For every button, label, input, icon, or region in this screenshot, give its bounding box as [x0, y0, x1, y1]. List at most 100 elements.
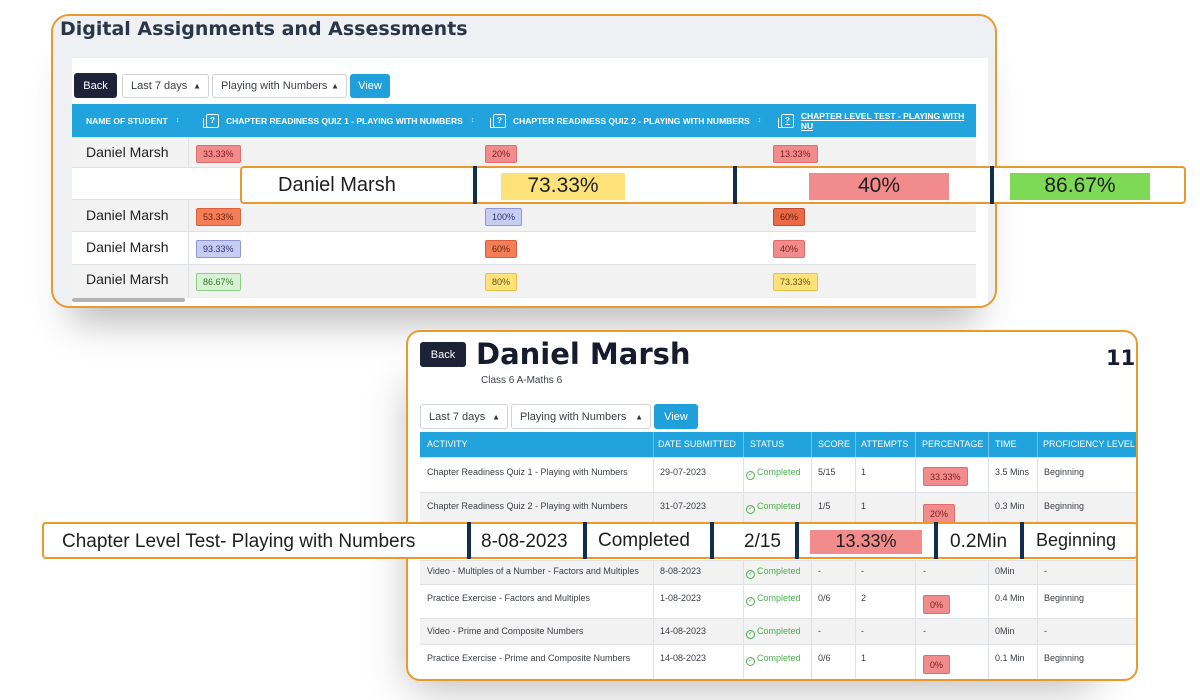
quiz-icon: ?: [778, 113, 794, 128]
column-header-activity[interactable]: ACTIVITY: [427, 439, 468, 449]
column-divider: [1037, 645, 1038, 679]
date-submitted: 1-08-2023: [660, 593, 702, 603]
period-select-value: Last 7 days: [131, 80, 188, 92]
column-divider: [855, 619, 856, 644]
view-button[interactable]: View: [350, 74, 390, 98]
time-value: 3.5 Mins: [995, 467, 1030, 477]
highlighted-student-row: Daniel Marsh 73.33% 40% 86.67%: [240, 166, 1186, 204]
student-name: Daniel Marsh: [86, 239, 169, 255]
table-row[interactable]: Chapter Readiness Quiz 1 - Playing with …: [420, 457, 1136, 492]
time-value: 0Min: [995, 566, 1015, 576]
score-badge: 20%: [485, 145, 518, 163]
column-divider: [811, 585, 812, 618]
select-caret-icon: ▲︎: [193, 81, 201, 91]
period-select[interactable]: Last 7 days ▲︎: [122, 74, 209, 98]
check-circle-icon: ✓: [746, 505, 755, 514]
period-select[interactable]: Last 7 days ▲︎: [420, 404, 508, 429]
score-pill: 40%: [809, 173, 949, 200]
column-divider: [811, 432, 812, 457]
activity-name: Practice Exercise - Factors and Multiple…: [427, 593, 591, 603]
table-row[interactable]: Video - Prime and Composite Numbers 14-0…: [420, 618, 1136, 644]
attempts-value: 1: [861, 467, 867, 477]
highlighted-activity-row: Chapter Level Test- Playing with Numbers…: [42, 522, 1138, 559]
status-text: Completed: [757, 593, 801, 603]
student-name: Daniel Marsh: [86, 207, 169, 223]
view-button[interactable]: View: [654, 404, 698, 429]
percentage-badge: 33.33%: [923, 467, 968, 486]
column-header-name[interactable]: NAME OF STUDENT ↕: [86, 104, 179, 137]
activity-name: Chapter Readiness Quiz 2 - Playing with …: [427, 501, 628, 511]
table-row[interactable]: Practice Exercise - Factors and Multiple…: [420, 584, 1136, 618]
cell-divider: [1020, 522, 1024, 559]
proficiency-value: -: [1044, 566, 1047, 576]
table-row[interactable]: Daniel Marsh 33.33% 20% 13.33%: [72, 137, 976, 167]
column-header-chapter-test[interactable]: ? CHAPTER LEVEL TEST - PLAYING WITH NU: [778, 104, 976, 137]
cell-divider: [990, 166, 994, 204]
score-badge: 60%: [485, 240, 518, 258]
status-text: Completed: [598, 530, 690, 551]
table-row[interactable]: Daniel Marsh 86.67% 80% 73.33%: [72, 264, 976, 298]
column-divider: [1037, 561, 1038, 584]
column-divider: [743, 585, 744, 618]
percentage-badge: 0%: [923, 595, 951, 614]
table-row[interactable]: Chapter Readiness Quiz 2 - Playing with …: [420, 492, 1136, 526]
student-name: Daniel Marsh: [278, 174, 396, 196]
time-value: 0.4 Min: [995, 593, 1025, 603]
proficiency-value: Beginning: [1044, 467, 1085, 477]
column-header-label: CHAPTER READINESS QUIZ 1 - PLAYING WITH …: [226, 115, 463, 126]
column-divider: [653, 645, 654, 679]
column-header-proficiency[interactable]: PROFICIENCY LEVEL: [1043, 439, 1135, 449]
column-divider: [653, 585, 654, 618]
column-divider: [743, 432, 744, 457]
select-caret-icon: ▲︎: [492, 412, 500, 421]
student-name: Daniel Marsh: [86, 271, 169, 287]
status-label: ✓ Completed: [746, 653, 801, 666]
activity-name: Practice Exercise - Prime and Composite …: [427, 653, 631, 663]
column-header-status[interactable]: STATUS: [750, 439, 785, 449]
check-circle-icon: ✓: [746, 570, 755, 579]
horizontal-scrollbar[interactable]: [72, 298, 185, 302]
attempts-value: -: [861, 566, 864, 576]
column-divider: [743, 619, 744, 644]
table-row[interactable]: Daniel Marsh 93.33% 60% 40%: [72, 231, 976, 264]
table-row[interactable]: Practice Exercise - Prime and Composite …: [420, 644, 1136, 679]
column-header-label: CHAPTER LEVEL TEST - PLAYING WITH NU: [800, 110, 965, 131]
cell-divider: [733, 166, 737, 204]
cell-divider: [188, 265, 189, 298]
table-header: ACTIVITY DATE SUBMITTED STATUS SCORE ATT…: [420, 432, 1136, 457]
check-circle-icon: ✓: [746, 630, 755, 639]
column-header-score[interactable]: SCORE: [818, 439, 851, 449]
column-divider: [653, 561, 654, 584]
cell-divider: [583, 522, 587, 559]
column-divider: [811, 493, 812, 526]
score-value: 0/6: [818, 593, 831, 603]
student-detail-card: Back Daniel Marsh Class 6 A-Maths 6 11 L…: [406, 330, 1138, 681]
column-header-quiz2[interactable]: ? CHAPTER READINESS QUIZ 2 - PLAYING WIT…: [490, 104, 761, 137]
column-header-time[interactable]: TIME: [995, 439, 1017, 449]
cell-divider: [188, 138, 189, 167]
chapter-select-value: Playing with Numbers: [221, 80, 328, 92]
status-label: ✓ Completed: [746, 467, 801, 480]
cell-divider: [188, 200, 189, 231]
time-value: 0Min: [995, 626, 1015, 636]
score-value: 1/5: [818, 501, 831, 511]
column-header-attempts[interactable]: ATTEMPTS: [861, 439, 909, 449]
back-button[interactable]: Back: [420, 342, 466, 367]
column-header-date[interactable]: DATE SUBMITTED: [658, 439, 736, 449]
check-circle-icon: ✓: [746, 657, 755, 666]
attempts-value: 2: [861, 593, 867, 603]
student-name: Daniel Marsh: [86, 144, 169, 160]
check-circle-icon: ✓: [746, 471, 755, 480]
back-button[interactable]: Back: [74, 73, 117, 98]
sort-icon: ↕: [175, 117, 180, 124]
column-divider: [811, 619, 812, 644]
status-label: ✓ Completed: [746, 501, 801, 514]
student-title: Daniel Marsh: [476, 337, 691, 371]
column-divider: [811, 645, 812, 679]
column-header-quiz1[interactable]: ? CHAPTER READINESS QUIZ 1 - PLAYING WIT…: [203, 104, 474, 137]
column-divider: [653, 619, 654, 644]
table-row[interactable]: Video - Multiples of a Number - Factors …: [420, 560, 1136, 584]
chapter-select[interactable]: Playing with Numbers ▲︎: [511, 404, 651, 429]
chapter-select[interactable]: Playing with Numbers ▲︎: [212, 74, 347, 98]
column-header-percentage[interactable]: PERCENTAGE: [922, 439, 984, 449]
